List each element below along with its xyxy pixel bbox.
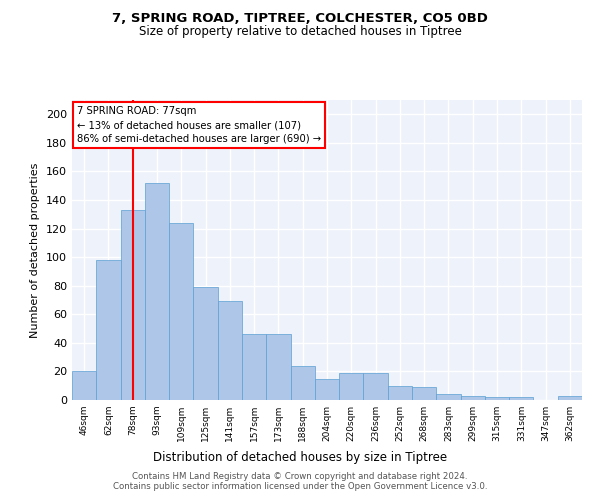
Bar [266, 334, 290, 400]
Bar [436, 394, 461, 400]
Bar [169, 223, 193, 400]
Y-axis label: Number of detached properties: Number of detached properties [31, 162, 40, 338]
Text: Distribution of detached houses by size in Tiptree: Distribution of detached houses by size … [153, 451, 447, 464]
Bar [242, 334, 266, 400]
Text: 7 SPRING ROAD: 77sqm
← 13% of detached houses are smaller (107)
86% of semi-deta: 7 SPRING ROAD: 77sqm ← 13% of detached h… [77, 106, 321, 144]
Text: Contains public sector information licensed under the Open Government Licence v3: Contains public sector information licen… [113, 482, 487, 491]
Bar [339, 373, 364, 400]
Text: 7, SPRING ROAD, TIPTREE, COLCHESTER, CO5 0BD: 7, SPRING ROAD, TIPTREE, COLCHESTER, CO5… [112, 12, 488, 26]
Bar [461, 396, 485, 400]
Bar [290, 366, 315, 400]
Bar [388, 386, 412, 400]
Bar [485, 397, 509, 400]
Bar [315, 378, 339, 400]
Bar [558, 396, 582, 400]
Bar [96, 260, 121, 400]
Bar [364, 373, 388, 400]
Bar [145, 183, 169, 400]
Bar [121, 210, 145, 400]
Bar [412, 387, 436, 400]
Bar [218, 302, 242, 400]
Bar [193, 287, 218, 400]
Text: Size of property relative to detached houses in Tiptree: Size of property relative to detached ho… [139, 25, 461, 38]
Text: Contains HM Land Registry data © Crown copyright and database right 2024.: Contains HM Land Registry data © Crown c… [132, 472, 468, 481]
Bar [509, 397, 533, 400]
Bar [72, 372, 96, 400]
